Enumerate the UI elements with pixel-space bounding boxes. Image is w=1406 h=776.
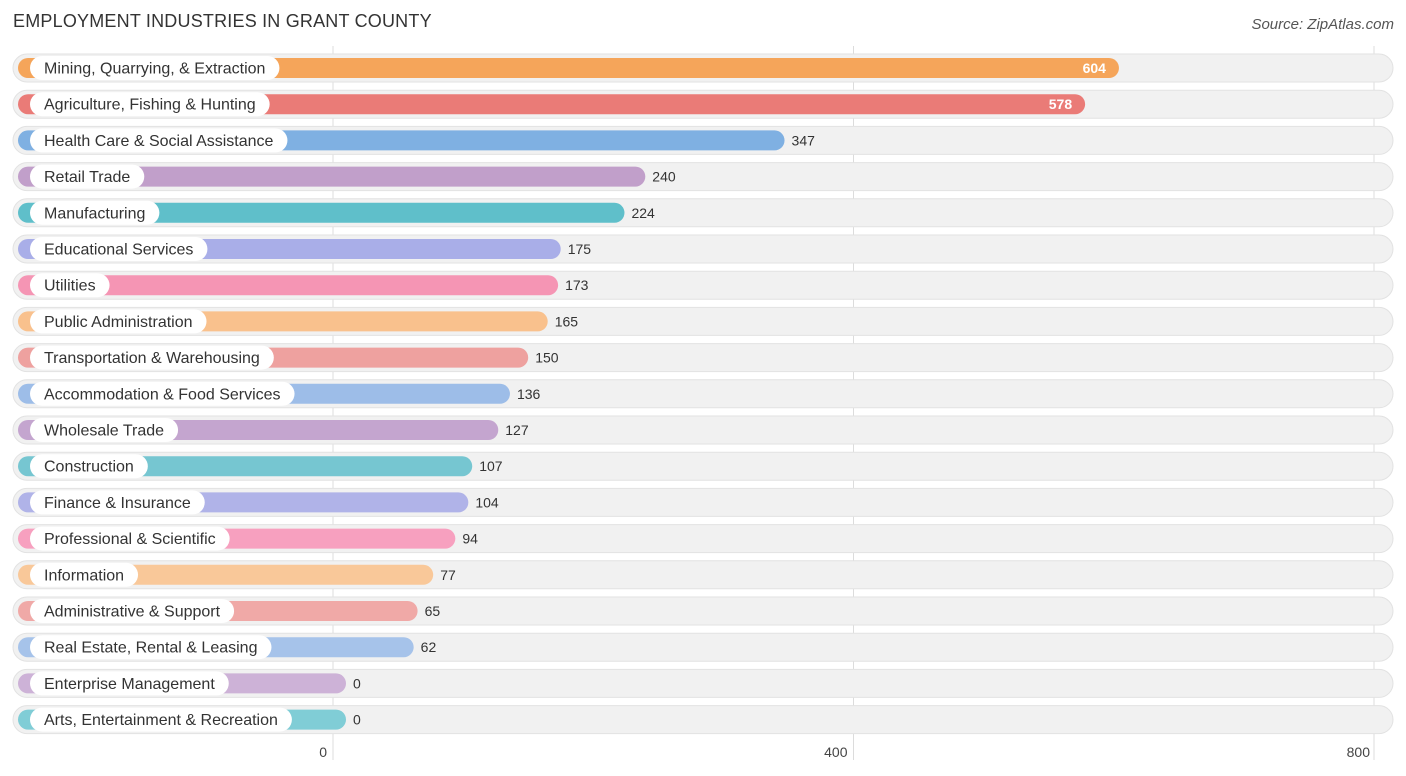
category-label: Health Care & Social Assistance — [44, 133, 274, 150]
category-label-pill — [30, 454, 148, 479]
category-label-pill — [30, 56, 280, 80]
category-label-pill — [30, 381, 295, 406]
bar — [18, 94, 1086, 115]
category-label-pill — [30, 92, 270, 117]
source-note: Source: ZipAtlas.com — [1251, 16, 1394, 33]
category-label: Wholesale Trade — [44, 423, 164, 440]
value-label: 175 — [568, 241, 592, 257]
value-label: 240 — [652, 169, 676, 185]
value-label: 150 — [535, 350, 559, 366]
category-label: Transportation & Warehousing — [44, 350, 260, 367]
category-label-pill — [30, 562, 139, 587]
category-label: Agriculture, Fishing & Hunting — [44, 97, 256, 114]
category-label: Educational Services — [44, 242, 193, 259]
value-label: 107 — [479, 458, 503, 474]
category-label: Professional & Scientific — [44, 531, 216, 548]
value-label: 347 — [792, 132, 816, 148]
value-label: 578 — [1049, 96, 1073, 112]
value-label: 65 — [425, 603, 441, 619]
category-label: Construction — [44, 459, 134, 476]
category-label-pill — [30, 418, 179, 442]
row-track — [12, 705, 1394, 735]
category-label: Enterprise Management — [44, 676, 215, 693]
tick-label: 400 — [824, 744, 848, 760]
row-track — [12, 668, 1394, 698]
category-label: Utilities — [44, 278, 96, 295]
value-label: 127 — [505, 422, 529, 438]
category-label-pill — [30, 490, 205, 515]
category-label: Real Estate, Rental & Leasing — [44, 640, 257, 657]
category-label: Public Administration — [44, 314, 193, 331]
value-label: 104 — [475, 494, 499, 510]
value-label: 94 — [462, 531, 478, 547]
category-label-pill — [30, 200, 160, 225]
chart-title: EMPLOYMENT INDUSTRIES IN GRANT COUNTY — [13, 11, 432, 31]
category-label: Information — [44, 567, 124, 584]
value-label: 173 — [565, 277, 589, 293]
category-label-pill — [30, 707, 292, 732]
ticks-layer: 0 400 800 — [319, 744, 1370, 760]
bar — [18, 202, 625, 223]
value-label: 77 — [440, 567, 456, 583]
category-label-pill — [30, 237, 208, 261]
tick-label: 800 — [1347, 744, 1371, 760]
rows-layer: Mining, Quarrying, & Extraction 604 Agricu… — [12, 53, 1394, 735]
category-label-pill — [30, 273, 110, 298]
category-label: Retail Trade — [44, 169, 130, 186]
category-label-pill — [30, 345, 274, 370]
category-label-pill — [30, 164, 145, 189]
bar — [18, 58, 1119, 78]
category-label-pill — [30, 128, 288, 153]
category-label-pill — [30, 309, 207, 334]
value-label: 62 — [421, 639, 437, 655]
category-label-pill — [30, 599, 235, 623]
tick-label: 0 — [319, 744, 327, 760]
category-label-pill — [30, 671, 229, 696]
bar — [18, 275, 559, 296]
value-label: 136 — [517, 386, 541, 402]
value-label: 0 — [353, 712, 361, 728]
bar — [18, 166, 646, 187]
category-label: Administrative & Support — [44, 604, 221, 621]
category-label: Accommodation & Food Services — [44, 386, 281, 403]
category-label-pill — [30, 526, 230, 551]
value-label: 224 — [631, 205, 655, 221]
category-label: Arts, Entertainment & Recreation — [44, 712, 278, 729]
category-label: Manufacturing — [44, 205, 145, 222]
value-label: 0 — [353, 675, 361, 691]
category-label: Mining, Quarrying, & Extraction — [44, 61, 265, 78]
value-label: 604 — [1083, 60, 1107, 76]
category-label-pill — [30, 635, 272, 660]
value-label: 165 — [555, 313, 579, 329]
category-label: Finance & Insurance — [44, 495, 191, 512]
